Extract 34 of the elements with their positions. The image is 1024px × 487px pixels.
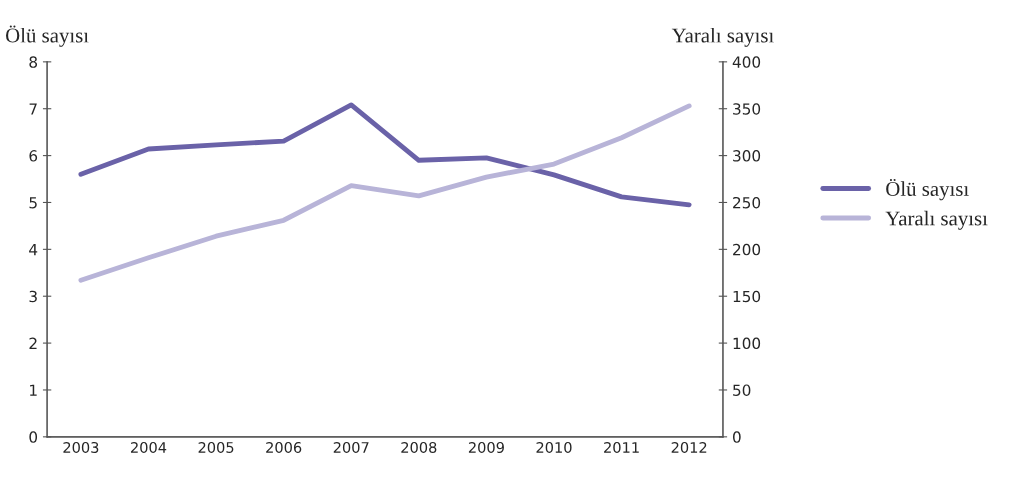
y-tick-label: 6 — [29, 150, 38, 162]
x-tick-label: 2009 — [468, 441, 504, 453]
y2-tick-label: 400 — [732, 56, 761, 68]
y2-tick-label: 300 — [733, 150, 761, 162]
y-tick-label: 3 — [29, 290, 37, 303]
line-series — [78, 103, 692, 283]
y2-tick-label: 100 — [733, 337, 761, 350]
y2-tick-label: 200 — [733, 243, 761, 256]
x-tick-label: 2003 — [63, 441, 99, 453]
y-axis-title: Ölü sayısı — [6, 25, 89, 47]
y-tick-label: 4 — [29, 244, 38, 256]
x-tick-label: 2004 — [130, 441, 167, 453]
x-tick-label: 2005 — [198, 441, 234, 453]
legend-label: Ölü sayısı — [886, 178, 969, 201]
x-tick-label: 2010 — [536, 441, 572, 453]
y-tick-label: 0 — [29, 431, 38, 443]
x-tick-label: 2006 — [266, 441, 302, 453]
y-tick-label: 5 — [29, 197, 37, 209]
y2-axis-title: Yaralı sayısı — [671, 27, 774, 47]
y2-tick-label: 50 — [733, 384, 751, 396]
y2-tick-label: 150 — [733, 290, 761, 303]
y-tick-label: 8 — [29, 56, 38, 68]
x-tick-label: 2012 — [671, 441, 707, 453]
legend-label: Yaralı sayısı — [885, 210, 988, 230]
y2-tick-label: 350 — [733, 103, 761, 115]
y2-tick-label: 250 — [733, 196, 761, 209]
line-series — [78, 102, 692, 208]
x-tick-label: 2008 — [401, 441, 437, 453]
x-tick-label: 2007 — [333, 441, 369, 453]
y-tick-label: 7 — [29, 103, 37, 115]
y2-tick-label: 0 — [732, 431, 741, 443]
y-tick-label: 1 — [30, 384, 37, 396]
x-tick-label: 2011 — [604, 441, 639, 453]
y-tick-label: 2 — [29, 337, 37, 349]
